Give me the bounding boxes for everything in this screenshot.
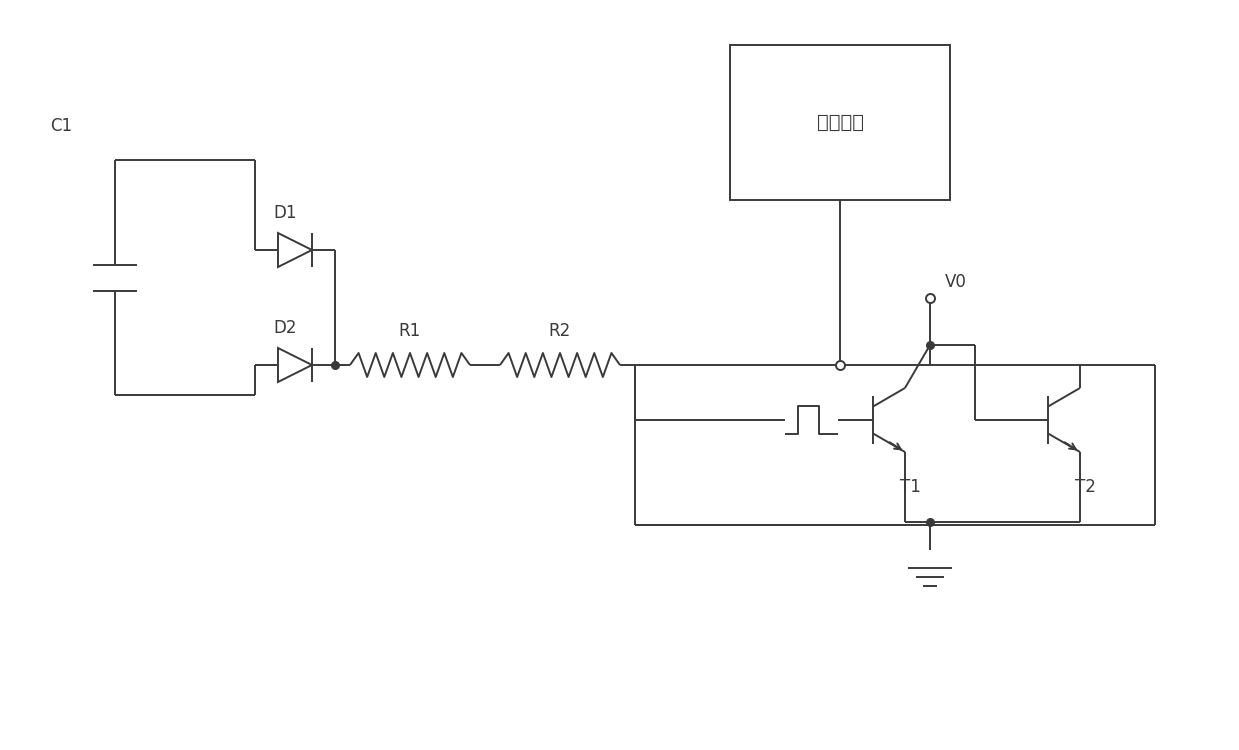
- Text: R2: R2: [549, 322, 571, 340]
- Text: R1: R1: [399, 322, 421, 340]
- Text: 驱动电路: 驱动电路: [817, 112, 864, 131]
- Text: T2: T2: [1074, 478, 1095, 496]
- Text: D2: D2: [274, 319, 297, 337]
- Text: V0: V0: [945, 273, 966, 291]
- FancyBboxPatch shape: [730, 45, 950, 200]
- Text: C1: C1: [50, 117, 72, 135]
- Text: D1: D1: [274, 204, 297, 222]
- Text: T1: T1: [900, 478, 921, 496]
